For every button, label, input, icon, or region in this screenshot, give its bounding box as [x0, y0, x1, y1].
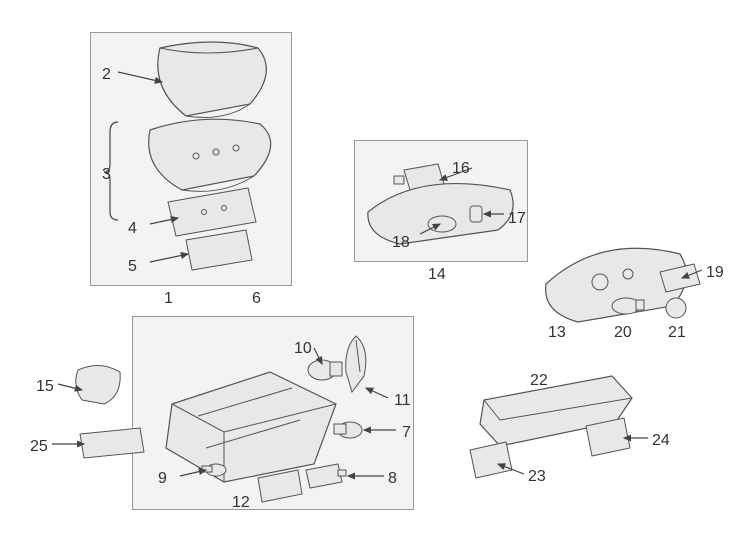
part-25-front-trim — [80, 428, 144, 458]
callout-15: 15 — [36, 378, 54, 396]
callout-23: 23 — [528, 468, 546, 486]
part-4-seat-heater-pad — [168, 188, 256, 236]
part-6-seat-track — [166, 372, 336, 482]
part-7-height-motor — [334, 422, 362, 438]
callout-19: 19 — [706, 264, 724, 282]
callout-11: 11 — [394, 392, 411, 410]
callout-10: 10 — [294, 340, 312, 358]
part-8-connector — [306, 464, 346, 488]
callout-5: 5 — [128, 258, 137, 276]
callout-21: 21 — [668, 324, 686, 342]
callout-24: 24 — [652, 432, 670, 450]
callout-13: 13 — [548, 324, 566, 342]
part-15-thigh-extension — [76, 365, 120, 404]
part-17-switch-cap — [470, 206, 482, 222]
part-10-slide-motor — [308, 360, 342, 380]
callout-12: 12 — [232, 494, 250, 512]
part-11-wire-harness — [346, 336, 366, 392]
callout-8: 8 — [388, 470, 397, 488]
callout-7: 7 — [402, 424, 411, 442]
part-12-ecu-module — [258, 470, 302, 502]
callout-3: 3 — [102, 166, 111, 184]
callout-17: 17 — [508, 210, 526, 228]
callout-16: 16 — [452, 160, 470, 178]
part-2-seat-cushion-cover — [158, 42, 267, 118]
callout-18: 18 — [392, 234, 410, 252]
callout-1: 1 — [164, 290, 173, 308]
callout-22: 22 — [530, 372, 548, 390]
callout-6: 6 — [252, 290, 261, 308]
callout-14: 14 — [428, 266, 446, 284]
part-23-bracket-left — [470, 442, 512, 478]
part-21-knob — [666, 298, 686, 318]
callout-20: 20 — [614, 324, 632, 342]
part-3-seat-cushion-pad — [149, 119, 271, 191]
callout-25: 25 — [30, 438, 48, 456]
part-5-seat-shield — [186, 230, 252, 270]
callout-2: 2 — [102, 66, 111, 84]
callout-9: 9 — [158, 470, 167, 488]
part-18-switch-bezel — [428, 216, 456, 232]
callout-4: 4 — [128, 220, 137, 238]
